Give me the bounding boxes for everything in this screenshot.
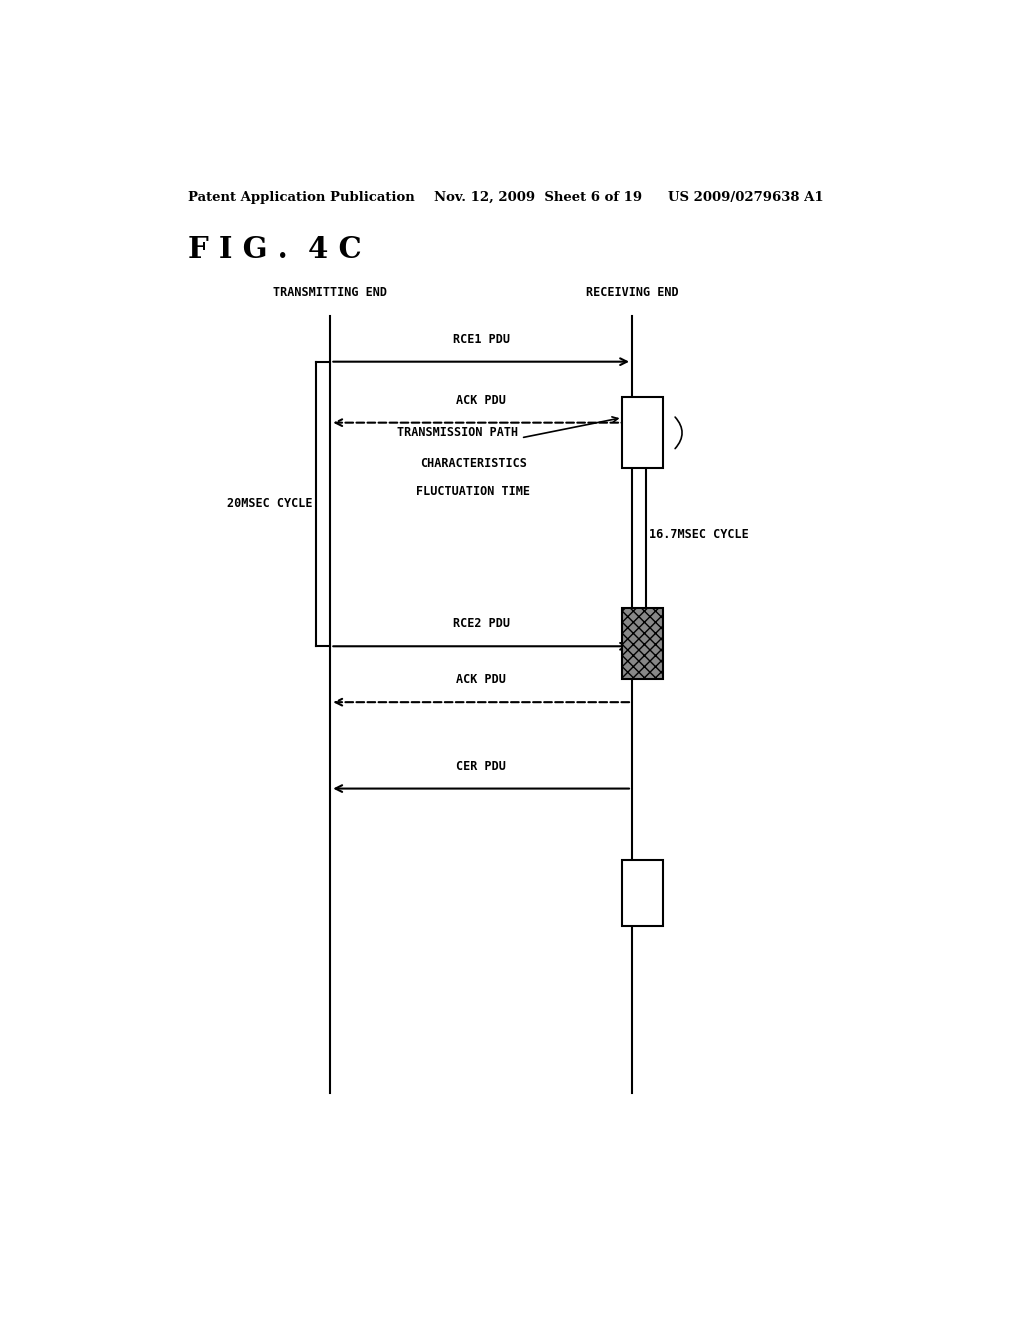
Text: US 2009/0279638 A1: US 2009/0279638 A1 bbox=[668, 190, 823, 203]
Text: ACK PDU: ACK PDU bbox=[457, 393, 506, 407]
Text: CHARACTERISTICS: CHARACTERISTICS bbox=[420, 457, 526, 470]
Text: Patent Application Publication: Patent Application Publication bbox=[187, 190, 415, 203]
Text: Nov. 12, 2009  Sheet 6 of 19: Nov. 12, 2009 Sheet 6 of 19 bbox=[433, 190, 642, 203]
Text: TRANSMITTING END: TRANSMITTING END bbox=[273, 286, 387, 300]
Text: ACK PDU: ACK PDU bbox=[457, 673, 506, 686]
Bar bbox=[622, 859, 663, 925]
Text: 16.7MSEC CYCLE: 16.7MSEC CYCLE bbox=[649, 528, 750, 541]
Bar bbox=[622, 607, 663, 678]
Text: RECEIVING END: RECEIVING END bbox=[586, 286, 678, 300]
Text: CER PDU: CER PDU bbox=[457, 760, 506, 772]
Text: RCE1 PDU: RCE1 PDU bbox=[453, 333, 510, 346]
Text: RCE2 PDU: RCE2 PDU bbox=[453, 618, 510, 631]
Bar bbox=[622, 397, 663, 469]
Text: 20MSEC CYCLE: 20MSEC CYCLE bbox=[227, 498, 313, 511]
Text: TRANSMISSION PATH: TRANSMISSION PATH bbox=[396, 426, 518, 440]
Text: F I G .  4 C: F I G . 4 C bbox=[187, 235, 361, 264]
Text: FLUCTUATION TIME: FLUCTUATION TIME bbox=[416, 486, 530, 498]
